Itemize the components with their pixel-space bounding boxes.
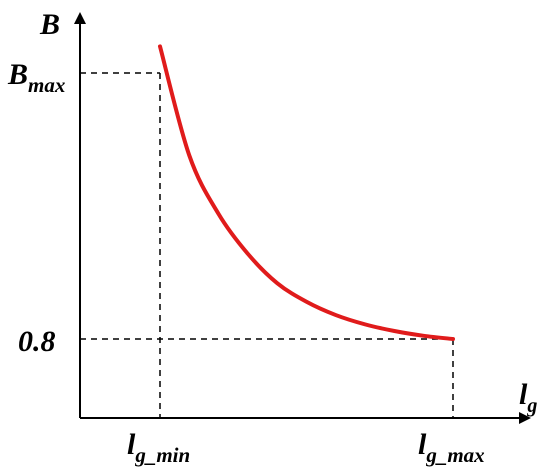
- x-tick-lgmax-base: l: [418, 428, 427, 461]
- x-axis-label-sub: g: [526, 395, 537, 417]
- y-tick-08: 0.8: [18, 325, 56, 358]
- y-axis-label-base: B: [39, 8, 60, 41]
- y-tick-bmax: Bmax: [7, 58, 65, 97]
- series-curve: [158, 44, 455, 341]
- x-tick-lgmin-sub: g_min: [134, 443, 190, 467]
- x-axis-label: lg: [519, 378, 537, 417]
- x-tick-lgmax: lg_max: [418, 428, 485, 467]
- x-axis-label-base: l: [519, 378, 528, 411]
- y-tick-bmax-base: B: [7, 58, 28, 91]
- y-tick-08-label: 0.8: [18, 325, 56, 358]
- y-tick-bmax-sub: max: [28, 73, 65, 97]
- x-tick-lgmin: lg_min: [127, 428, 190, 467]
- y-axis-label: B: [39, 8, 60, 41]
- x-tick-lgmin-base: l: [127, 428, 136, 461]
- x-tick-lgmax-sub: g_max: [425, 443, 484, 467]
